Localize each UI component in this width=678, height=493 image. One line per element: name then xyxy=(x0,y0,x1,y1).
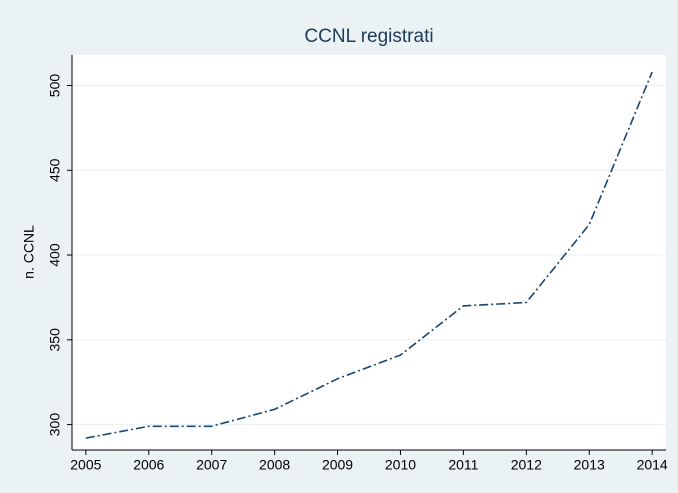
y-tick-label: 400 xyxy=(47,243,63,267)
x-tick-label: 2006 xyxy=(133,457,164,473)
x-tick-label: 2009 xyxy=(322,457,353,473)
chart-title: CCNL registrati xyxy=(304,26,433,47)
x-tick-label: 2005 xyxy=(70,457,101,473)
y-tick-label: 450 xyxy=(47,158,63,182)
data-line xyxy=(85,71,653,439)
x-tick-label: 2010 xyxy=(385,457,416,473)
x-tick-label: 2013 xyxy=(574,457,605,473)
y-tick-label: 350 xyxy=(47,328,63,352)
x-tick-label: 2012 xyxy=(511,457,542,473)
y-tick-label: 300 xyxy=(47,413,63,437)
x-tick-label: 2011 xyxy=(448,457,478,473)
plot-area xyxy=(72,55,666,450)
y-tick-label: 500 xyxy=(47,74,63,98)
x-tick-label: 2014 xyxy=(637,457,668,473)
y-axis-label: n. CCNL xyxy=(21,225,37,279)
x-tick-label: 2008 xyxy=(259,457,290,473)
x-tick-label: 2007 xyxy=(196,457,227,473)
